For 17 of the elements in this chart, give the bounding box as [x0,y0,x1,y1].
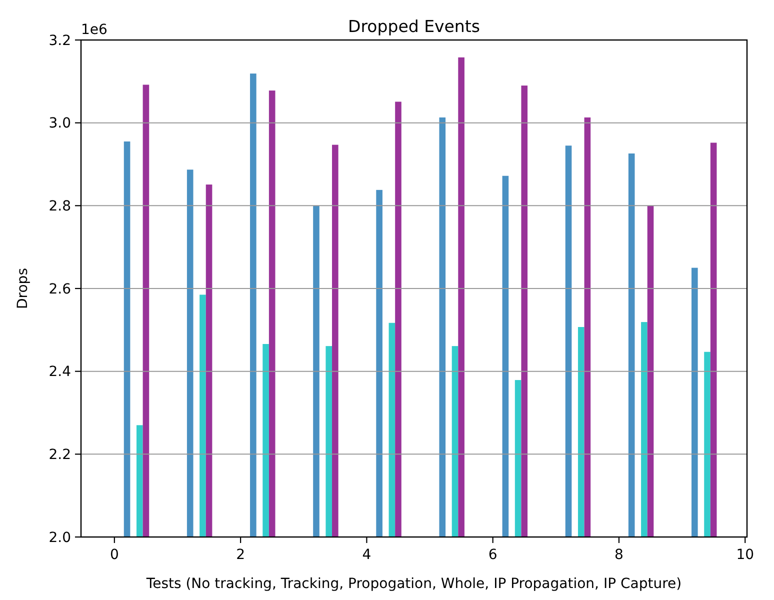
y-tick-label: 3.2 [48,32,71,49]
y-tick-label: 3.0 [48,116,71,132]
y-tick-label: 2.2 [48,447,71,464]
x-tick-label: 6 [488,547,498,563]
x-tick-label: 8 [614,547,624,563]
y-tick-label: 2.4 [48,364,72,380]
text: 1e6 [81,22,108,38]
x-tick-label: 4 [362,547,372,563]
x-tick-label: 10 [736,547,754,563]
x-tick-label: 0 [110,547,119,563]
x-tick-label: 2 [236,547,246,563]
y-axis-title: Drops [15,268,31,309]
x-axis-title: Tests (No tracking, Tracking, Propogation, Whole, IP Propagation, IP Capture) [145,576,682,592]
chart-title: Dropped Events [348,17,480,36]
y-tick-label: 2.6 [48,281,72,298]
y-tick-label: 2.8 [48,198,71,215]
y-tick-label: 2.0 [48,530,71,546]
